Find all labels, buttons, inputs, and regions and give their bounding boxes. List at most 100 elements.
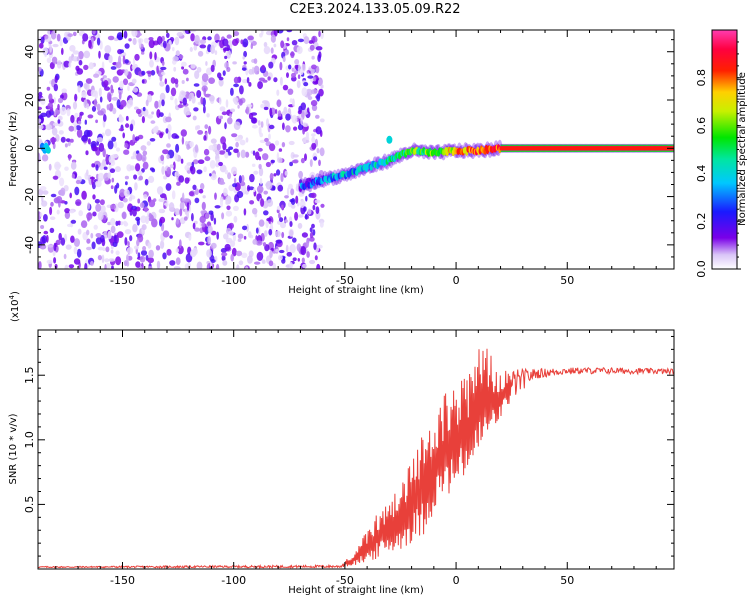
colorbar-gradient: [712, 30, 737, 269]
noise-speckle: [76, 129, 83, 138]
noise-speckle: [298, 170, 303, 179]
noise-speckle: [56, 60, 62, 69]
noise-speckle: [218, 76, 224, 81]
noise-speckle: [76, 248, 82, 258]
noise-speckle: [245, 106, 250, 115]
noise-speckle: [231, 166, 238, 175]
noise-speckle: [208, 210, 214, 215]
noise-speckle: [258, 167, 264, 177]
noise-speckle: [101, 254, 105, 264]
noise-speckle: [103, 166, 108, 170]
noise-speckle: [249, 200, 255, 205]
noise-speckle: [302, 122, 309, 128]
noise-speckle: [129, 235, 133, 242]
noise-speckle: [43, 230, 49, 235]
noise-speckle: [175, 257, 181, 265]
noise-speckle: [83, 83, 88, 89]
noise-speckle: [131, 78, 137, 84]
noise-speckle: [147, 114, 154, 119]
noise-speckle: [221, 252, 228, 257]
noise-speckle: [125, 115, 129, 121]
x-axis-label-1: Height of straight line (km): [288, 285, 424, 296]
noise-speckle: [268, 61, 274, 69]
noise-speckle: [231, 133, 238, 138]
colorbar-tick-label: 0.6: [695, 117, 708, 135]
noise-speckle: [242, 225, 248, 231]
noise-speckle: [224, 243, 231, 251]
noise-speckle: [145, 215, 150, 225]
noise-speckle: [246, 223, 249, 232]
noise-speckle: [143, 194, 148, 199]
noise-speckle: [303, 137, 306, 144]
noise-speckle: [154, 52, 157, 61]
noise-speckle: [148, 249, 154, 259]
noise-speckle: [220, 136, 227, 145]
noise-speckle: [53, 97, 56, 105]
x-tick-label-1: -100: [221, 274, 246, 287]
noise-speckle: [207, 235, 212, 245]
noise-speckle: [104, 258, 110, 263]
noise-speckle: [72, 101, 78, 110]
noise-speckle: [219, 164, 227, 173]
snr-panel: -150 -100 -50 0 50 0.5 1.0 1.5 Height of straig…: [8, 291, 675, 596]
noise-speckle: [255, 227, 259, 234]
noise-speckle: [177, 104, 184, 108]
noise-speckle: [124, 59, 129, 64]
noise-speckle: [313, 156, 318, 161]
noise-speckle: [95, 119, 98, 124]
noise-speckle: [42, 47, 49, 55]
noise-speckle: [86, 238, 91, 244]
noise-speckle: [218, 78, 224, 87]
noise-speckle: [227, 172, 232, 180]
noise-speckle: [136, 239, 140, 247]
noise-speckle: [172, 56, 179, 62]
noise-speckle: [118, 116, 124, 123]
noise-speckle: [290, 188, 295, 196]
noise-speckle: [314, 199, 321, 204]
noise-speckle: [91, 163, 96, 168]
noise-speckle: [256, 251, 264, 261]
noise-speckle: [272, 186, 276, 191]
noise-speckle: [52, 122, 59, 127]
noise-speckle: [203, 148, 210, 156]
noise-speckle: [49, 62, 55, 70]
noise-speckle: [170, 95, 174, 101]
noise-speckle: [203, 87, 206, 96]
noise-speckle: [307, 208, 312, 215]
noise-speckle: [76, 56, 80, 62]
noise-speckle: [302, 127, 305, 135]
noise-speckle: [178, 54, 184, 59]
noise-speckle: [222, 38, 229, 47]
noise-speckle: [252, 150, 256, 156]
noise-speckle: [251, 124, 258, 129]
x-tick-label-1: -50: [336, 274, 354, 287]
noise-speckle: [140, 250, 148, 256]
noise-speckle: [306, 251, 310, 258]
noise-speckle: [259, 177, 263, 185]
noise-speckle: [253, 187, 256, 193]
noise-speckle: [280, 40, 285, 49]
noise-speckle: [174, 98, 178, 106]
noise-speckle: [64, 208, 70, 214]
noise-speckle: [301, 232, 308, 238]
noise-speckle: [38, 261, 42, 269]
noise-speckle: [41, 235, 47, 244]
noise-speckle: [70, 161, 77, 170]
noise-speckle: [281, 204, 284, 209]
chart-title: C2E3.2024.133.05.09.R22: [289, 2, 461, 17]
noise-speckle: [221, 111, 228, 116]
noise-speckle: [222, 70, 226, 76]
noise-speckle: [297, 214, 304, 218]
noise-speckle: [218, 97, 222, 105]
noise-speckle: [141, 116, 145, 124]
noise-speckle: [274, 140, 280, 146]
noise-speckle: [256, 185, 264, 194]
noise-speckle: [169, 164, 174, 169]
noise-speckle: [150, 70, 156, 76]
noise-speckle: [159, 132, 164, 139]
noise-speckle: [126, 254, 129, 263]
noise-speckle: [189, 47, 193, 52]
noise-speckle: [162, 40, 167, 49]
noise-speckle: [52, 175, 59, 180]
noise-speckle: [252, 239, 258, 245]
